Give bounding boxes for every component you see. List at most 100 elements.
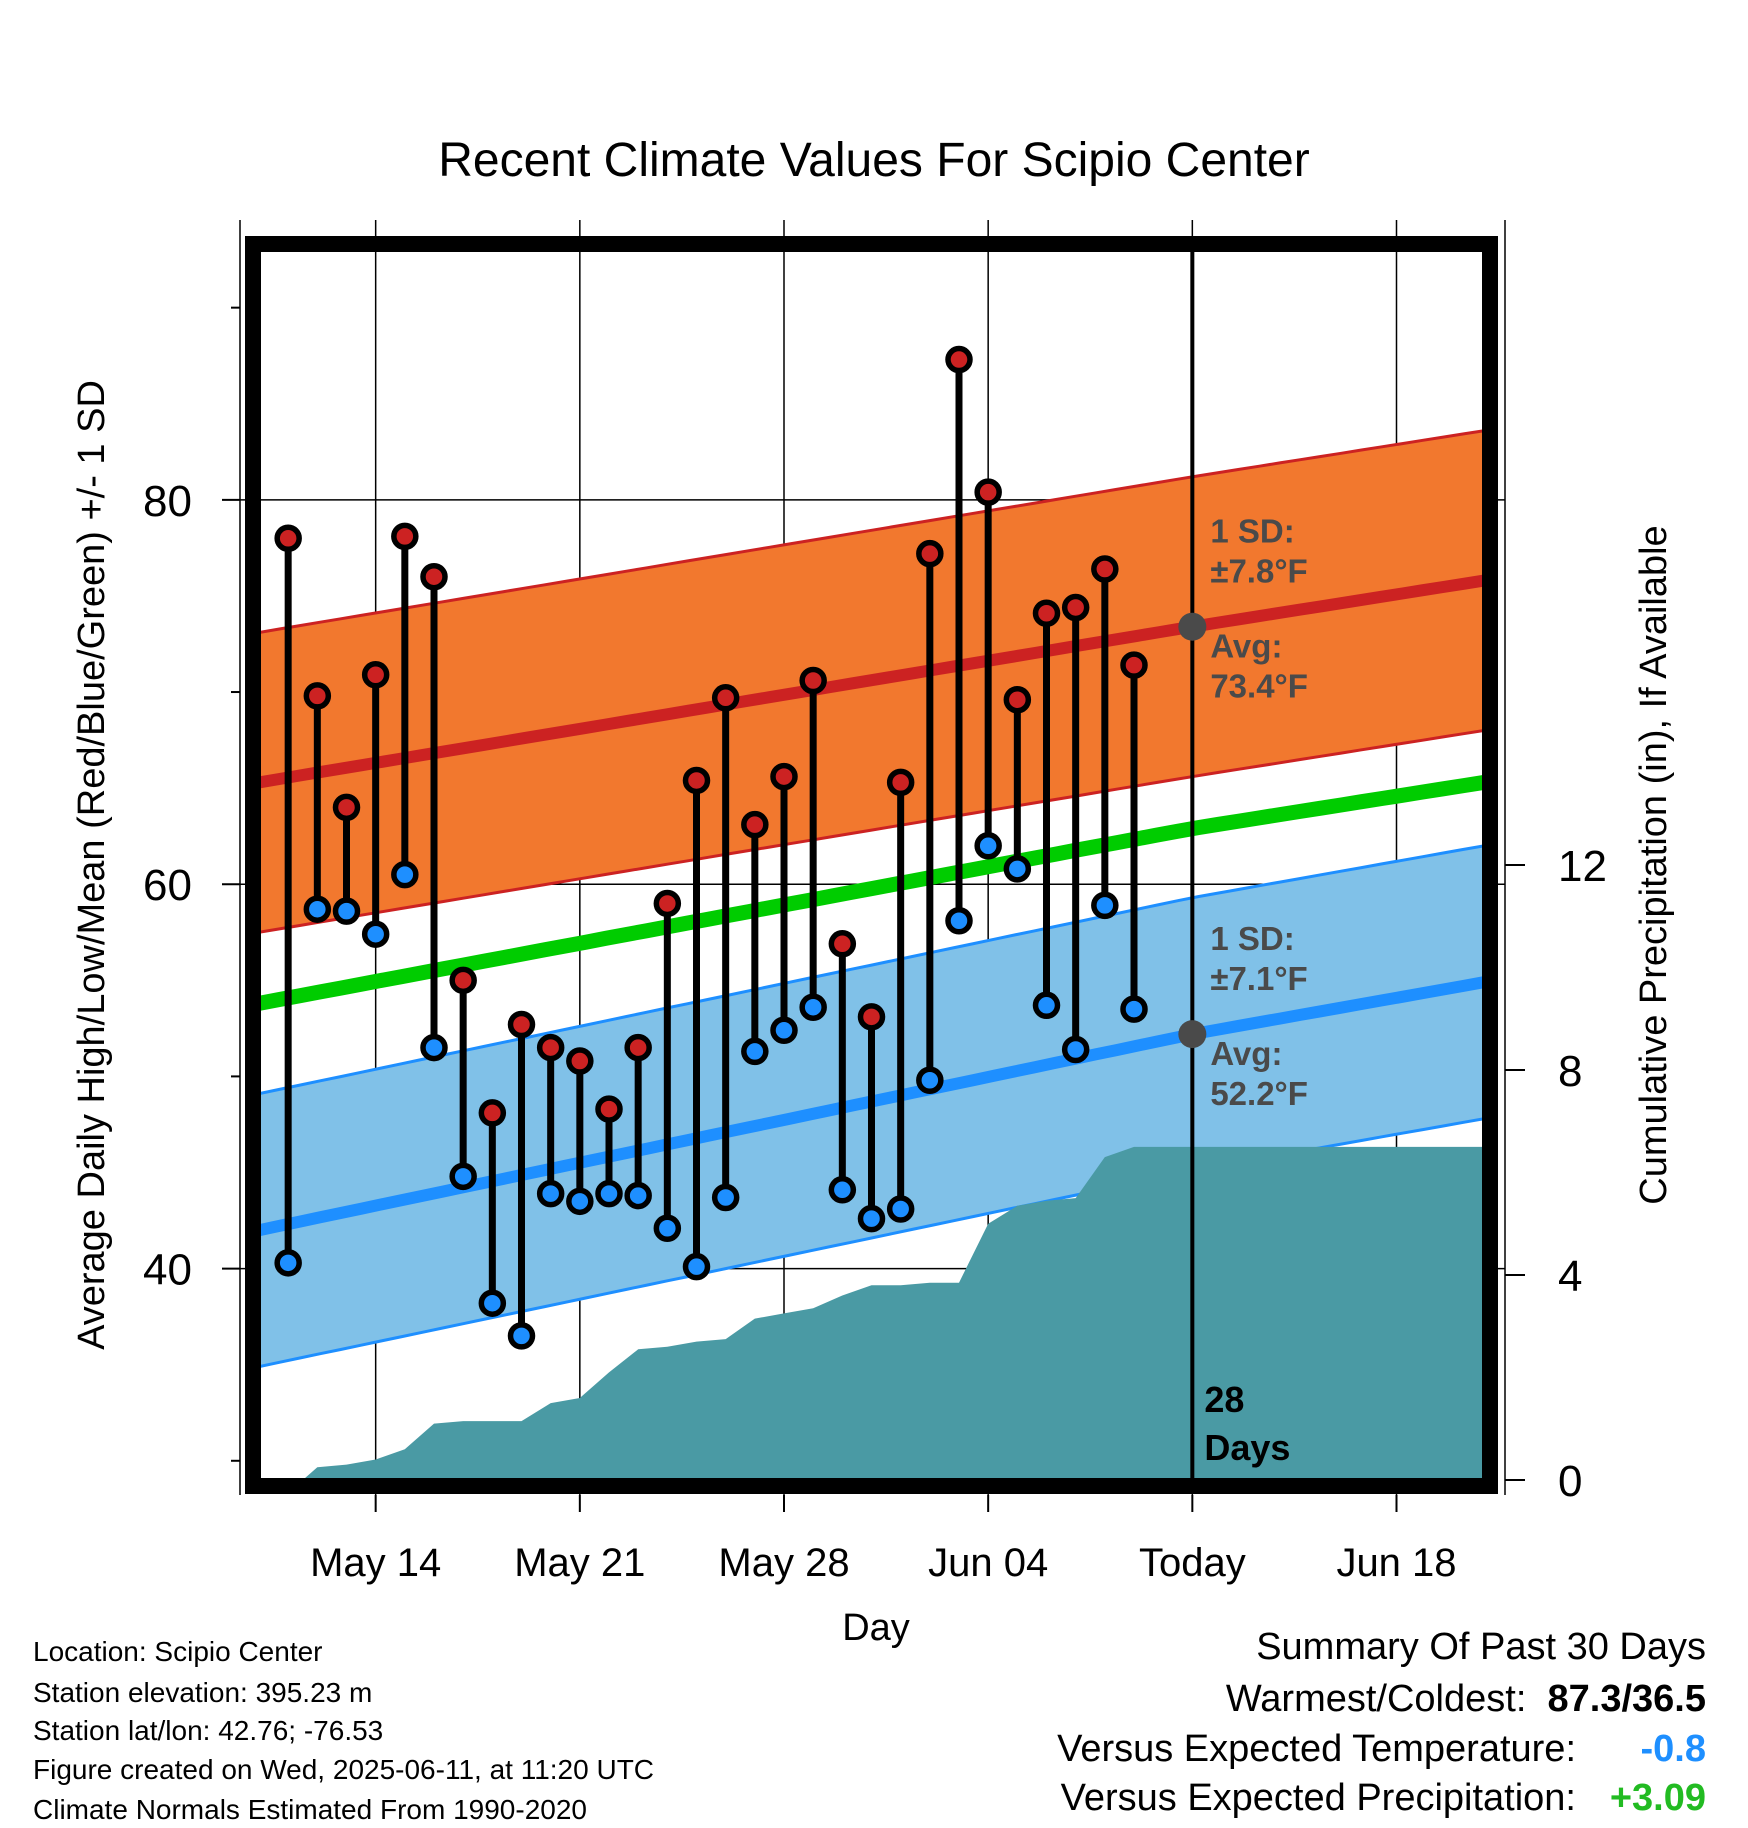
overall-mean-line xyxy=(259,774,1484,1011)
high-temp-point xyxy=(1091,555,1119,583)
info-normals: Climate Normals Estimated From 1990-2020 xyxy=(33,1794,587,1825)
high-band-lower-edge xyxy=(259,729,1484,934)
summary-temp-row: Versus Expected Temperature: -0.8 xyxy=(1057,1730,1706,1768)
high-temp-point xyxy=(711,684,740,712)
high-temp-point xyxy=(653,889,682,918)
low-temp-point xyxy=(303,895,332,923)
high-temp-point xyxy=(449,966,477,995)
low-temp-point xyxy=(916,1066,944,1094)
high-temp-point xyxy=(361,660,390,689)
high-avg-marker xyxy=(1178,612,1207,641)
low-temp-point xyxy=(1032,991,1061,1020)
low-temp-point xyxy=(741,1037,769,1066)
high-band-upper-edge xyxy=(259,429,1484,634)
y2-tick-label: 12 xyxy=(1558,842,1607,891)
high-sd-label: 1 SD: xyxy=(1210,513,1294,550)
high-temp-point xyxy=(1120,651,1148,679)
high-temp-point xyxy=(1032,599,1061,627)
x-tick-label: May 28 xyxy=(718,1541,849,1585)
y2-tick-label: 8 xyxy=(1558,1047,1582,1096)
chart-title: Recent Climate Values For Scipio Center xyxy=(438,134,1309,187)
precipitation-area xyxy=(288,1146,1484,1480)
low-temp-point xyxy=(974,832,1002,860)
low-avg-value: 52.2°F xyxy=(1210,1075,1308,1112)
days-count-label: 28 xyxy=(1204,1379,1244,1420)
low-temp-point xyxy=(1061,1035,1090,1064)
x-tick-label: Jun 18 xyxy=(1336,1541,1456,1585)
high-avg-label: Avg: xyxy=(1210,628,1282,665)
low-temp-point xyxy=(828,1176,857,1204)
high-temp-point xyxy=(507,1010,536,1039)
summary-precip-row: Versus Expected Precipitation: +3.09 xyxy=(1061,1779,1706,1817)
info-latlon: Station lat/lon: 42.76; -76.53 xyxy=(33,1715,384,1746)
low-temp-point xyxy=(945,906,973,935)
high-avg-value: 73.4°F xyxy=(1210,668,1308,705)
high-temp-point xyxy=(478,1099,507,1127)
high-temp-point xyxy=(741,810,769,839)
high-temp-point xyxy=(536,1033,565,1062)
low-temp-point xyxy=(449,1162,477,1191)
x-tick-label: May 14 xyxy=(310,1541,441,1585)
y-tick-label: 60 xyxy=(143,861,192,910)
high-temp-point xyxy=(274,524,302,553)
high-sd-value: ±7.8°F xyxy=(1210,553,1307,590)
high-temp-point xyxy=(916,539,944,568)
x-tick-label: Today xyxy=(1139,1541,1246,1585)
high-temp-point xyxy=(332,793,361,822)
x-tick-label: Jun 04 xyxy=(928,1541,1048,1585)
low-temp-point xyxy=(361,920,390,948)
summary-warmest-value: 87.3/36.5 xyxy=(1547,1678,1706,1720)
low-temp-point xyxy=(886,1195,915,1223)
summary-warmest-label: Warmest/Coldest: xyxy=(1225,1678,1527,1720)
low-temp-point xyxy=(799,993,827,1021)
x-tick-label: May 21 xyxy=(514,1541,645,1585)
summary-temp-value: -0.8 xyxy=(1640,1728,1706,1770)
high-temp-point xyxy=(974,478,1002,506)
low-sd-label: 1 SD: xyxy=(1210,920,1294,957)
high-temp-point xyxy=(682,766,711,795)
low-temp-point xyxy=(478,1289,507,1317)
low-temp-point xyxy=(682,1252,711,1281)
high-mean-line xyxy=(259,574,1484,789)
low-temp-point xyxy=(420,1033,448,1062)
low-temp-point xyxy=(507,1322,536,1350)
low-avg-label: Avg: xyxy=(1210,1035,1282,1072)
high-temp-point xyxy=(945,345,973,374)
low-temp-point xyxy=(653,1214,682,1242)
high-temp-point xyxy=(1003,685,1032,714)
low-temp-point xyxy=(566,1187,594,1216)
low-temp-point xyxy=(857,1204,886,1233)
low-temp-point xyxy=(391,860,419,889)
low-temp-point xyxy=(1003,855,1032,883)
y2-axis-label: Cumulative Precipitation (in), If Availa… xyxy=(1633,525,1675,1204)
high-temp-point xyxy=(595,1095,623,1123)
low-temp-point xyxy=(770,1016,798,1045)
summary-warmest-row: Warmest/Coldest: 87.3/36.5 xyxy=(1226,1680,1706,1718)
summary-title: Summary Of Past 30 Days xyxy=(1256,1626,1706,1668)
low-temp-point xyxy=(536,1179,565,1208)
y2-tick-label: 0 xyxy=(1558,1457,1582,1506)
info-elevation: Station elevation: 395.23 m xyxy=(33,1677,373,1708)
low-temp-point xyxy=(1091,891,1119,920)
high-temp-point xyxy=(857,1003,886,1031)
summary-precip-value: +3.09 xyxy=(1609,1777,1706,1819)
high-temp-point xyxy=(624,1033,652,1062)
y-axis-label: Average Daily High/Low/Mean (Red/Blue/Gr… xyxy=(71,380,113,1350)
high-temp-point xyxy=(799,666,827,695)
y2-tick-label: 4 xyxy=(1558,1252,1582,1301)
info-created: Figure created on Wed, 2025-06-11, at 11… xyxy=(33,1754,655,1785)
low-temp-point xyxy=(595,1179,623,1208)
y-tick-label: 80 xyxy=(143,477,192,526)
high-temp-point xyxy=(303,682,332,710)
low-sd-value: ±7.1°F xyxy=(1210,960,1307,997)
high-temp-point xyxy=(828,930,857,958)
high-temp-point xyxy=(1061,593,1090,622)
days-unit-label: Days xyxy=(1204,1427,1290,1468)
high-temp-point xyxy=(391,522,419,551)
high-temp-point xyxy=(420,562,448,591)
info-location: Location: Scipio Center xyxy=(33,1636,323,1667)
low-temp-point xyxy=(332,897,361,925)
y-tick-label: 40 xyxy=(143,1246,192,1295)
summary-precip-label: Versus Expected Precipitation: xyxy=(1060,1777,1576,1819)
